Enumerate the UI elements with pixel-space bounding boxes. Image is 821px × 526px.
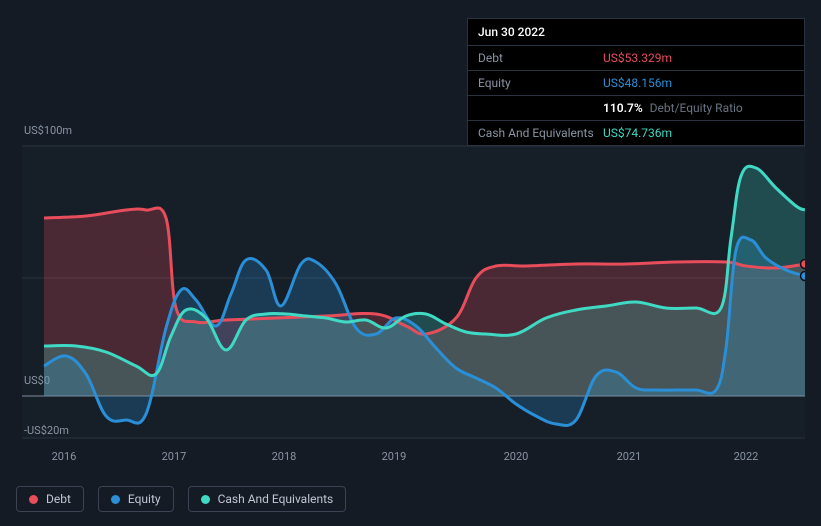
- svg-text:2020: 2020: [504, 450, 529, 463]
- legend-item-equity[interactable]: Equity: [98, 486, 174, 512]
- legend-dot: [201, 495, 210, 504]
- legend-label: Cash And Equivalents: [218, 492, 334, 506]
- svg-text:2022: 2022: [734, 450, 759, 463]
- tooltip-sublabel: Debt/Equity Ratio: [650, 101, 743, 115]
- legend-label: Debt: [46, 492, 71, 506]
- svg-text:2019: 2019: [382, 450, 407, 463]
- tooltip-row-equity: Equity US$48.156m: [468, 71, 804, 96]
- svg-text:2021: 2021: [617, 450, 642, 463]
- svg-text:US$100m: US$100m: [24, 124, 72, 137]
- tooltip-row-ratio: 110.7% Debt/Equity Ratio: [468, 96, 804, 121]
- legend-item-cash[interactable]: Cash And Equivalents: [188, 486, 347, 512]
- legend-dot: [111, 495, 120, 504]
- tooltip-label: Debt: [478, 51, 603, 65]
- svg-text:2018: 2018: [272, 450, 297, 463]
- svg-text:-US$20m: -US$20m: [24, 424, 69, 437]
- chart-tooltip: Jun 30 2022 Debt US$53.329m Equity US$48…: [467, 18, 805, 146]
- tooltip-row-debt: Debt US$53.329m: [468, 46, 804, 71]
- tooltip-label: [478, 101, 603, 115]
- tooltip-label: Cash And Equivalents: [478, 126, 603, 140]
- tooltip-label: Equity: [478, 76, 603, 90]
- svg-text:2016: 2016: [52, 450, 77, 463]
- tooltip-value: US$48.156m: [603, 76, 672, 90]
- legend-item-debt[interactable]: Debt: [16, 486, 84, 512]
- tooltip-row-cash: Cash And Equivalents US$74.736m: [468, 121, 804, 145]
- tooltip-date: Jun 30 2022: [468, 19, 804, 46]
- tooltip-value: US$53.329m: [603, 51, 672, 65]
- tooltip-value: US$74.736m: [603, 126, 672, 140]
- legend-dot: [29, 495, 38, 504]
- legend-label: Equity: [128, 492, 161, 506]
- svg-text:2017: 2017: [162, 450, 187, 463]
- legend: Debt Equity Cash And Equivalents: [16, 486, 346, 512]
- tooltip-value: 110.7%: [603, 101, 643, 115]
